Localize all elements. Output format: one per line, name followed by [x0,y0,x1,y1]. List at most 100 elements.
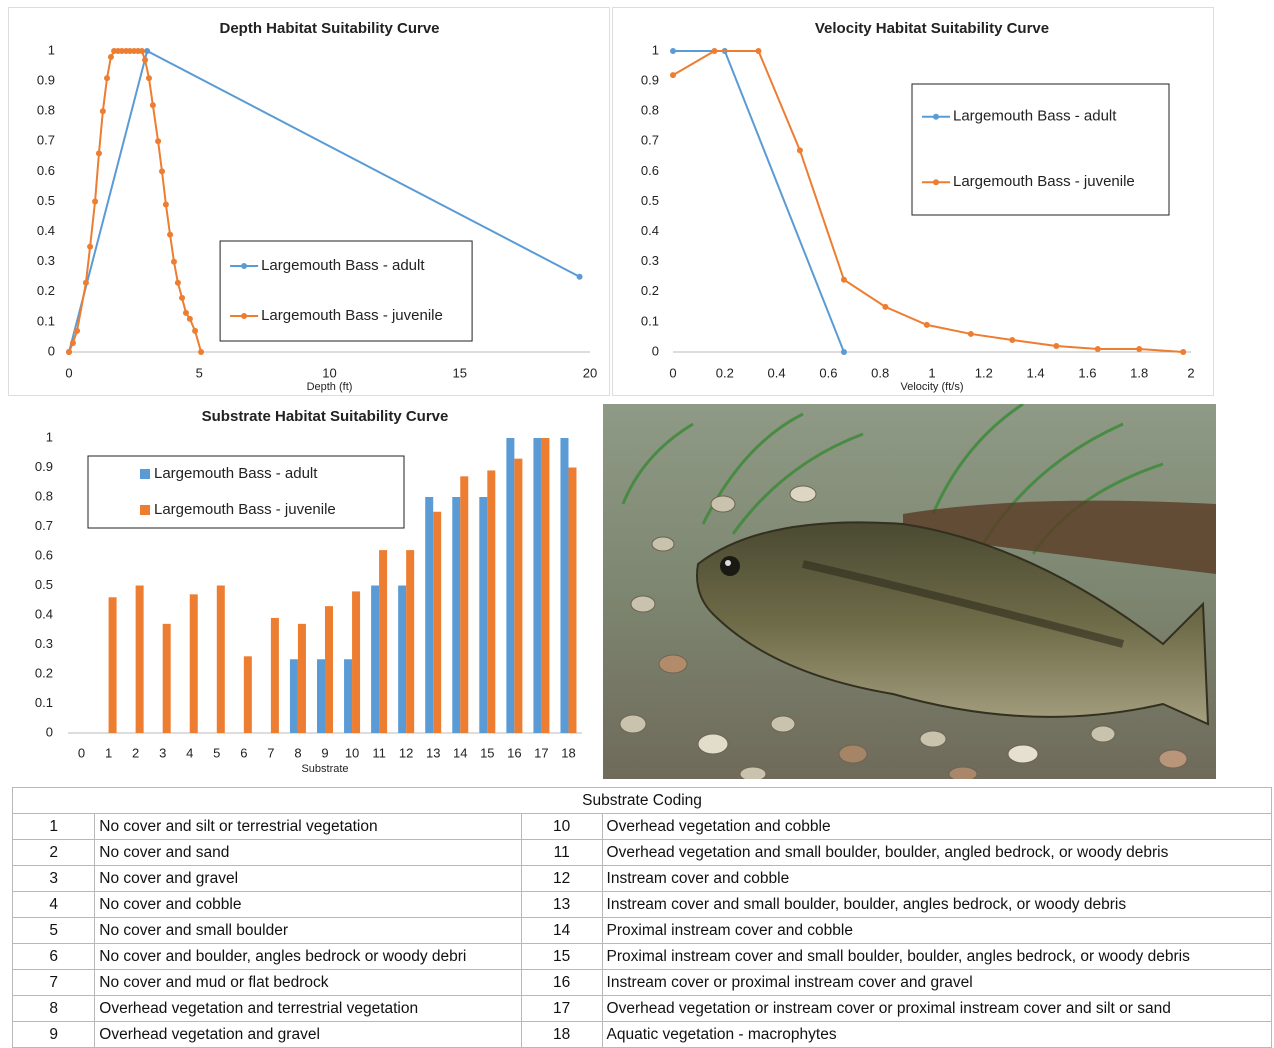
point [1009,337,1015,343]
y-tick-label: 0 [46,724,53,739]
point [179,295,185,301]
page: {"chart_data": [ {"type": "line", "title… [0,0,1274,1047]
point [797,147,803,153]
point [92,199,98,205]
point [167,232,173,238]
x-tick-label: 15 [453,365,467,380]
table-row: 9Overhead vegetation and gravel18Aquatic… [13,1022,1272,1048]
point [183,310,189,316]
y-tick-label: 0.8 [35,488,53,503]
x-tick-label: 1 [105,745,112,760]
page-body: Depth Habitat Suitability CurveDepth (ft… [0,0,1274,1047]
code-description: No cover and cobble [95,892,521,918]
x-tick-label: 5 [213,745,220,760]
point [192,328,198,334]
y-tick-label: 0.3 [641,253,659,268]
code-number: 16 [521,970,602,996]
point [841,349,847,355]
y-tick-label: 0.5 [641,193,659,208]
y-tick-label: 0.4 [641,223,659,238]
code-description: Overhead vegetation and terrestrial vege… [95,996,521,1022]
table-row: 2No cover and sand11Overhead vegetation … [13,840,1272,866]
x-tick-label: 10 [345,745,359,760]
point [142,57,148,63]
x-axis-label: Velocity (ft/s) [901,381,964,393]
code-description: Overhead vegetation and gravel [95,1022,521,1048]
bar [460,476,468,733]
point [841,277,847,283]
y-tick-label: 0.1 [37,313,55,328]
x-tick-label: 6 [240,745,247,760]
table-row: 3No cover and gravel12Instream cover and… [13,866,1272,892]
code-number: 3 [13,866,95,892]
bar [109,597,117,733]
code-number: 13 [521,892,602,918]
x-tick-label: 1 [928,365,935,380]
x-tick-label: 1.4 [1027,365,1045,380]
point [150,102,156,108]
point [1136,346,1142,352]
point [155,138,161,144]
chart-title: Velocity Habitat Suitability Curve [815,20,1049,37]
x-tick-label: 0 [669,365,676,380]
x-tick-label: 20 [583,365,597,380]
y-tick-label: 0.8 [37,103,55,118]
point [924,322,930,328]
bar [190,594,198,733]
x-tick-label: 0.6 [819,365,837,380]
y-tick-label: 0.6 [37,163,55,178]
point [83,280,89,286]
x-tick-label: 4 [186,745,193,760]
point [163,202,169,208]
point [968,331,974,337]
bar [425,497,433,733]
x-tick-label: 1.2 [975,365,993,380]
point [1053,343,1059,349]
code-description: No cover and sand [95,840,521,866]
x-tick-label: 0 [78,745,85,760]
bar [487,470,495,733]
point [171,259,177,265]
x-tick-label: 14 [453,745,467,760]
y-tick-label: 0.5 [37,193,55,208]
y-tick-label: 1 [46,429,53,444]
code-number: 15 [521,944,602,970]
fish-photo [603,404,1216,779]
bar [317,659,325,733]
point [104,75,110,81]
code-number: 10 [521,814,602,840]
code-number: 12 [521,866,602,892]
x-axis-label: Depth (ft) [307,381,353,393]
code-description: Proximal instream cover and cobble [602,918,1271,944]
x-tick-label: 0.8 [871,365,889,380]
point [159,168,165,174]
point [66,349,72,355]
x-tick-label: 3 [159,745,166,760]
legend-label: Largemouth Bass - adult [154,465,318,482]
code-description: Instream cover and cobble [602,866,1271,892]
y-tick-label: 0.6 [35,547,53,562]
code-number: 14 [521,918,602,944]
x-tick-label: 5 [196,365,203,380]
substrate-chart: Substrate Habitat Suitability CurveSubst… [8,398,598,778]
x-axis-label: Substrate [301,763,348,775]
point [198,349,204,355]
legend-marker [241,313,247,319]
y-tick-label: 0.2 [37,283,55,298]
y-tick-label: 0.3 [35,636,53,651]
code-description: Instream cover or proximal instream cove… [602,970,1271,996]
bar [541,438,549,733]
x-tick-label: 12 [399,745,413,760]
legend-label: Largemouth Bass - adult [953,108,1117,125]
bar [560,438,568,733]
table-row: 6No cover and boulder, angles bedrock or… [13,944,1272,970]
x-tick-label: 1.8 [1130,365,1148,380]
code-description: Overhead vegetation and small boulder, b… [602,840,1271,866]
y-tick-label: 0 [652,343,659,358]
y-tick-label: 0.9 [37,73,55,88]
legend-marker [933,114,939,120]
code-number: 6 [13,944,95,970]
